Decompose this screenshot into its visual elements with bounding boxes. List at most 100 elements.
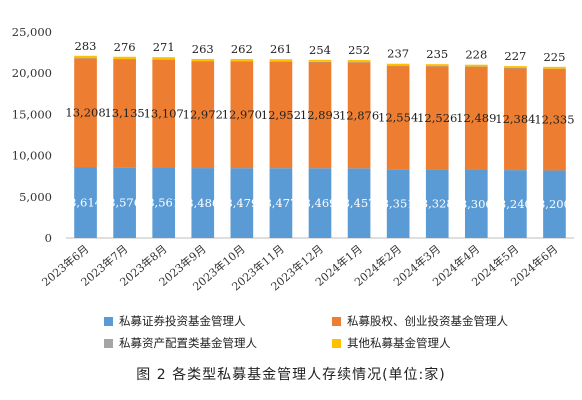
data-label: 8,477 [264, 196, 297, 210]
legend-item-equity-vc: 私募股权、创业投资基金管理人 [332, 313, 508, 329]
data-label: 227 [504, 49, 526, 63]
bar-segment [347, 62, 371, 63]
data-label: 252 [348, 43, 370, 57]
data-label: 254 [309, 43, 331, 57]
bar-segment [269, 61, 293, 169]
data-label: 283 [75, 39, 97, 53]
legend-label-securities: 私募证券投资基金管理人 [119, 314, 246, 328]
bar-segment [152, 57, 176, 60]
bar-segment [464, 64, 488, 67]
data-label: 8,576 [108, 196, 141, 210]
bar-segment [230, 59, 254, 62]
bar-segment [230, 61, 254, 62]
bar-segment [543, 170, 566, 238]
data-label: 237 [387, 47, 409, 61]
figure-caption: 图 2 各类型私募基金管理人存续情况(单位:家) [136, 367, 446, 383]
bar-segment [386, 169, 410, 238]
bar-segment [191, 61, 215, 62]
legend-item-asset-allocation: 私募资产配置类基金管理人 [104, 335, 257, 351]
y-tick-label: 0 [45, 231, 52, 245]
bar-segment [152, 167, 176, 238]
y-tick-label: 25,000 [12, 25, 52, 39]
y-tick-label: 15,000 [12, 107, 52, 121]
data-label: 276 [114, 40, 136, 54]
data-label: 263 [192, 42, 214, 56]
bar-segment [425, 64, 449, 67]
bar-segment [464, 169, 488, 238]
legend-label-equity-vc: 私募股权、创业投资基金管理人 [347, 314, 508, 328]
data-label: 271 [153, 40, 175, 54]
legend-swatch-asset-allocation [104, 338, 113, 348]
data-label: 8,457 [343, 196, 376, 210]
bar-segment [386, 65, 410, 170]
data-label: 12,893 [300, 108, 340, 122]
bar-segment [269, 61, 293, 62]
y-tick-label: 20,000 [12, 66, 52, 80]
bar-segment [543, 66, 566, 69]
bar-segment [347, 62, 371, 169]
legend-item-other: 其他私募基金管理人 [332, 335, 451, 351]
bar-segment [269, 59, 293, 62]
legend-label-other: 其他私募基金管理人 [347, 336, 451, 350]
bar-segment [113, 56, 136, 60]
data-label: 12,335 [534, 113, 574, 127]
bar-segment [425, 169, 449, 238]
data-label: 8,479 [225, 196, 258, 210]
data-label: 8,614 [69, 196, 102, 210]
bar-segment [543, 68, 566, 70]
bar-segment [425, 66, 449, 67]
data-label: 12,526 [417, 111, 457, 125]
data-label: 13,135 [104, 106, 144, 120]
bar-segment [191, 168, 215, 238]
data-label: 12,970 [222, 108, 262, 122]
data-label: 235 [426, 47, 448, 61]
legend-item-securities: 私募证券投资基金管理人 [104, 313, 246, 329]
legend: 私募证券投资基金管理人 私募股权、创业投资基金管理人 私募资产配置类基金管理人 … [0, 308, 582, 354]
bar-segment [191, 61, 215, 169]
data-label: 228 [465, 48, 487, 62]
data-label: 12,876 [339, 108, 379, 122]
bar-segment [74, 55, 97, 59]
bar-segment [269, 168, 293, 238]
data-label: 8,240 [499, 197, 532, 211]
bar-segment [74, 58, 97, 168]
stacked-bar-chart: 0 5,000 10,000 15,000 20,000 25,000 8,614 13,20… [12, 25, 575, 293]
bar-segment [504, 67, 527, 69]
bar-segment [425, 66, 449, 170]
data-label: 8,200 [538, 197, 571, 211]
bar-segment [74, 58, 97, 59]
data-label: 8,561 [147, 196, 180, 210]
bar-segment [113, 59, 136, 168]
bar-segment [152, 59, 176, 60]
bar-segment [113, 59, 136, 60]
bar-segment [308, 168, 332, 238]
bar-segment [308, 61, 332, 63]
data-label: 12,554 [378, 110, 418, 124]
bar-segment [464, 66, 488, 68]
data-label: 8,469 [304, 196, 337, 210]
data-label: 8,328 [421, 197, 454, 211]
bar-segment [543, 68, 566, 171]
legend-swatch-other [332, 338, 341, 348]
data-label: 12,972 [183, 108, 223, 122]
data-label: 13,208 [65, 106, 105, 120]
bar-segment [386, 63, 410, 66]
bar-segment [308, 59, 332, 62]
data-label: 12,489 [456, 111, 496, 125]
bar-segment [504, 68, 527, 171]
data-label: 12,384 [495, 112, 535, 126]
data-label: 13,107 [144, 106, 184, 120]
bar-segment [504, 170, 527, 238]
bar-segment [230, 61, 254, 169]
y-tick-label: 5,000 [19, 190, 52, 204]
data-label: 262 [231, 42, 253, 56]
bar-segment [152, 59, 176, 168]
bar-segment [347, 60, 371, 63]
bar-segment [347, 168, 371, 238]
data-label: 12,952 [261, 108, 301, 122]
data-label: 261 [270, 42, 292, 56]
bar-segment [74, 167, 97, 238]
bar-segment [504, 66, 527, 68]
data-label: 8,486 [186, 196, 219, 210]
bar-segment [464, 66, 488, 170]
